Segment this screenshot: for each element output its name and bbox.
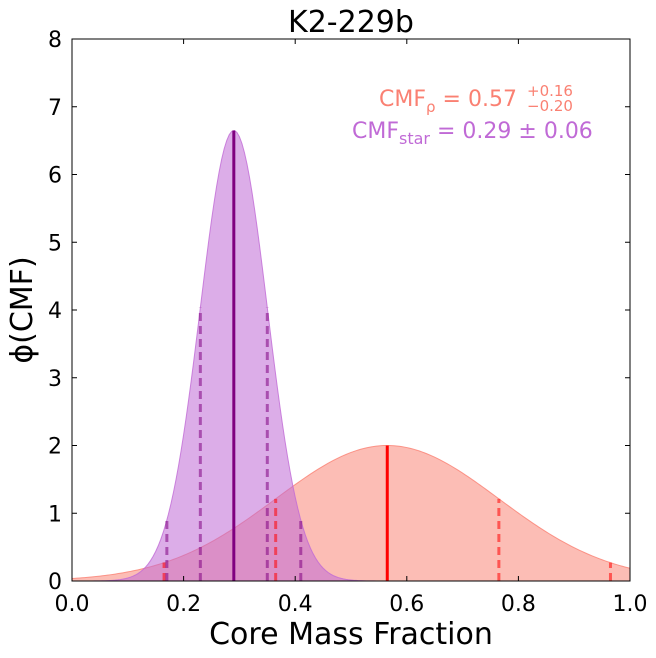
y-tick-label: 4 — [48, 299, 62, 324]
y-tick-label: 5 — [48, 231, 62, 256]
x-tick-label: 0.4 — [278, 592, 313, 617]
y-tick-label: 7 — [48, 96, 62, 121]
plot-area — [71, 129, 631, 582]
annotation-cmf-star: CMFstar = 0.29 ± 0.06 — [352, 119, 593, 148]
x-tick-label: 1.0 — [613, 592, 648, 617]
x-tick-label: 0.8 — [501, 592, 536, 617]
y-axis-label: ϕ(CMF) — [5, 256, 40, 363]
annotation-cmf-rho: CMFρ = 0.57 +0.16 −0.20 — [379, 77, 580, 116]
y-ticks: 0 1 2 3 4 5 6 7 8 — [48, 28, 630, 595]
y-tick-label: 8 — [48, 28, 62, 53]
chart-title: K2-229b — [288, 5, 414, 40]
x-ticks: 0.0 0.2 0.4 0.6 0.8 1.0 — [55, 39, 648, 617]
x-axis-label: Core Mass Fraction — [209, 617, 493, 652]
y-tick-label: 2 — [48, 435, 62, 460]
x-tick-label: 0.6 — [389, 592, 424, 617]
y-tick-label: 6 — [48, 164, 62, 189]
y-tick-label: 1 — [48, 502, 62, 527]
x-tick-label: 0.2 — [166, 592, 201, 617]
x-tick-label: 0.0 — [55, 592, 90, 617]
y-tick-label: 3 — [48, 367, 62, 392]
y-tick-label: 0 — [48, 570, 62, 595]
